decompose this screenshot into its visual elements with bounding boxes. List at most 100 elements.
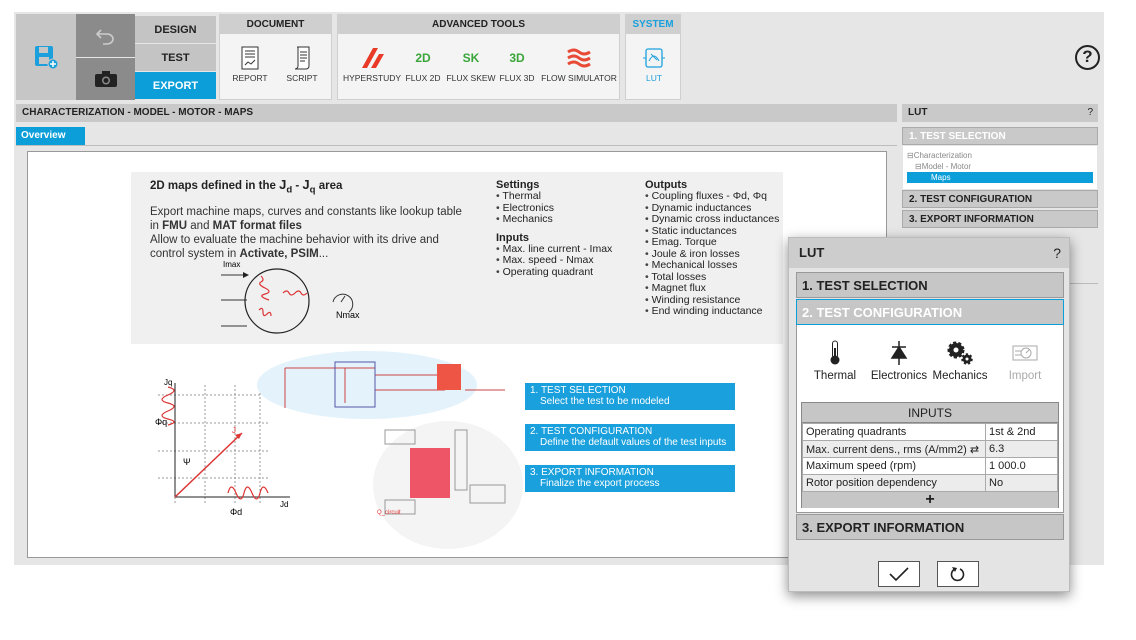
check-icon xyxy=(889,567,909,581)
row-label: Max. current dens., rms (A/mm2) ⇄ xyxy=(802,440,986,458)
add-input-button[interactable]: + xyxy=(802,492,1058,508)
overview-description: Export machine maps, curves and constant… xyxy=(150,206,462,260)
thermal-button[interactable]: Thermal xyxy=(807,336,863,382)
help-button[interactable]: ? xyxy=(1075,45,1100,70)
side-help-icon[interactable]: ? xyxy=(1087,107,1093,118)
flux-2d-label: FLUX 2D xyxy=(405,73,441,83)
lut-button[interactable]: LUT xyxy=(632,43,676,83)
mode-design[interactable]: DESIGN xyxy=(135,16,216,44)
import-button[interactable]: Import xyxy=(997,336,1053,382)
table-row: Maximum speed (rpm) 1 000.0 xyxy=(802,457,1058,475)
dialog-section-test-configuration[interactable]: 2. TEST CONFIGURATION xyxy=(796,299,1064,325)
tab-divider xyxy=(16,145,897,146)
advanced-tools-group: ADVANCED TOOLS HYPERSTUDY 2D FLUX 2D SK FL… xyxy=(337,14,620,100)
outputs-item: Mechanical losses xyxy=(645,259,779,272)
maximum-speed-field[interactable]: 1 000.0 xyxy=(985,457,1058,475)
flow-simulator-icon xyxy=(567,48,591,68)
side-section-test-selection[interactable]: 1. TEST SELECTION xyxy=(902,127,1098,145)
tree-maps[interactable]: Maps xyxy=(907,172,1093,183)
document-group: DOCUMENT REPORT SCRIPT xyxy=(219,14,332,100)
tab-overview[interactable]: Overview xyxy=(16,127,85,145)
script-button[interactable]: SCRIPT xyxy=(280,43,324,83)
j-label: J xyxy=(232,426,236,435)
system-group: SYSTEM LUT xyxy=(625,14,681,100)
table-row: Operating quadrants 1st & 2nd xyxy=(802,423,1058,441)
inputs-table-title: INPUTS xyxy=(802,403,1058,423)
inputs-table: INPUTS Operating quadrants 1st & 2nd Max.… xyxy=(801,402,1059,508)
mechanics-button[interactable]: Mechanics xyxy=(932,336,988,382)
reset-icon xyxy=(950,567,965,582)
rotor-position-dependency-field[interactable]: No xyxy=(985,474,1058,492)
side-panel-header: LUT? xyxy=(902,104,1098,122)
lut-dialog: LUT? 1. TEST SELECTION 2. TEST CONFIGURA… xyxy=(788,237,1070,592)
import-label: Import xyxy=(1008,370,1042,382)
dialog-header: LUT? xyxy=(789,238,1069,268)
save-button[interactable] xyxy=(16,14,76,100)
max-current-density-field[interactable]: 6.3 xyxy=(985,440,1058,458)
system-group-title: SYSTEM xyxy=(626,15,680,34)
step-export-information: 3. EXPORT INFORMATION Finalize the export… xyxy=(525,465,735,492)
side-section-test-configuration[interactable]: 2. TEST CONFIGURATION xyxy=(902,190,1098,208)
document-group-title: DOCUMENT xyxy=(220,15,331,34)
report-button[interactable]: REPORT xyxy=(228,43,272,83)
dialog-section-export-information[interactable]: 3. EXPORT INFORMATION xyxy=(796,514,1064,540)
flux-skew-button[interactable]: SK FLUX SKEW xyxy=(446,43,496,83)
row-label: Maximum speed (rpm) xyxy=(802,457,986,475)
electronics-button[interactable]: Electronics xyxy=(867,336,931,382)
flux-3d-button[interactable]: 3D FLUX 3D xyxy=(498,43,536,83)
step-test-configuration: 2. TEST CONFIGURATION Define the default … xyxy=(525,424,735,451)
outputs-section: Outputs Coupling fluxes - Φd, ΦqDynamic … xyxy=(645,179,779,318)
mode-export[interactable]: EXPORT xyxy=(135,72,216,100)
mechanics-label: Mechanics xyxy=(932,370,988,382)
flux-2d-button[interactable]: 2D FLUX 2D xyxy=(404,43,442,83)
jq-axis-label: Jq xyxy=(164,378,172,387)
outputs-item: Emag. Torque xyxy=(645,236,779,249)
apply-button[interactable] xyxy=(878,561,920,587)
flux-3d-icon: 3D xyxy=(509,51,525,65)
hyperstudy-icon xyxy=(362,48,384,68)
thermometer-icon xyxy=(830,340,840,365)
side-divider xyxy=(1070,283,1098,284)
lut-label: LUT xyxy=(645,73,663,83)
outputs-item: Dynamic inductances xyxy=(645,202,779,215)
hyperstudy-label: HYPERSTUDY xyxy=(342,73,402,83)
inputs-item: Max. speed - Nmax xyxy=(496,254,612,267)
operating-quadrants-field[interactable]: 1st & 2nd xyxy=(985,423,1058,441)
jd-axis-label: Jd xyxy=(280,500,288,509)
thermal-label: Thermal xyxy=(813,370,857,382)
mode-test[interactable]: TEST xyxy=(135,44,216,72)
outputs-item: Dynamic cross inductances xyxy=(645,213,780,226)
table-row: Max. current dens., rms (A/mm2) ⇄ 6.3 xyxy=(802,440,1058,458)
script-icon xyxy=(294,46,310,70)
simulation-circuit-image: Q_circuit xyxy=(257,351,523,549)
flow-simulator-button[interactable]: FLOW SIMULATOR xyxy=(540,43,618,83)
link-icon[interactable]: ⇄ xyxy=(969,443,980,456)
undo-button[interactable] xyxy=(76,14,135,57)
settings-title: Settings xyxy=(496,179,540,191)
import-icon xyxy=(1012,345,1038,361)
dialog-help-icon[interactable]: ? xyxy=(1053,245,1061,261)
reset-button[interactable] xyxy=(937,561,979,587)
outputs-item: Total losses xyxy=(645,271,779,284)
outputs-item: Magnet flux xyxy=(645,282,779,295)
lut-icon xyxy=(643,48,665,68)
dialog-section-test-selection[interactable]: 1. TEST SELECTION xyxy=(796,272,1064,298)
flux-2d-icon: 2D xyxy=(415,51,431,65)
side-section-export-information[interactable]: 3. EXPORT INFORMATION xyxy=(902,210,1098,228)
screenshot-button[interactable] xyxy=(76,58,135,100)
undo-icon xyxy=(95,28,114,45)
report-label: REPORT xyxy=(232,73,268,83)
settings-item: Thermal xyxy=(496,190,612,203)
outputs-item: Static inductances xyxy=(645,225,779,238)
tree-characterization[interactable]: ⊟Characterization xyxy=(907,151,972,160)
tree-model-motor[interactable]: ⊟Model - Motor xyxy=(915,162,972,171)
motor-diagram: Imax Nmax xyxy=(221,260,360,334)
jd-jq-diagram: Jq Jd Φq Φd J Ψ xyxy=(155,378,290,517)
outputs-item: End winding inductance xyxy=(645,305,779,318)
q-circuit-label: Q_circuit xyxy=(377,510,401,516)
hyperstudy-button[interactable]: HYPERSTUDY xyxy=(342,43,402,83)
row-label: Rotor position dependency xyxy=(802,474,986,492)
electronics-label: Electronics xyxy=(870,370,928,382)
flow-simulator-label: FLOW SIMULATOR xyxy=(541,73,617,83)
